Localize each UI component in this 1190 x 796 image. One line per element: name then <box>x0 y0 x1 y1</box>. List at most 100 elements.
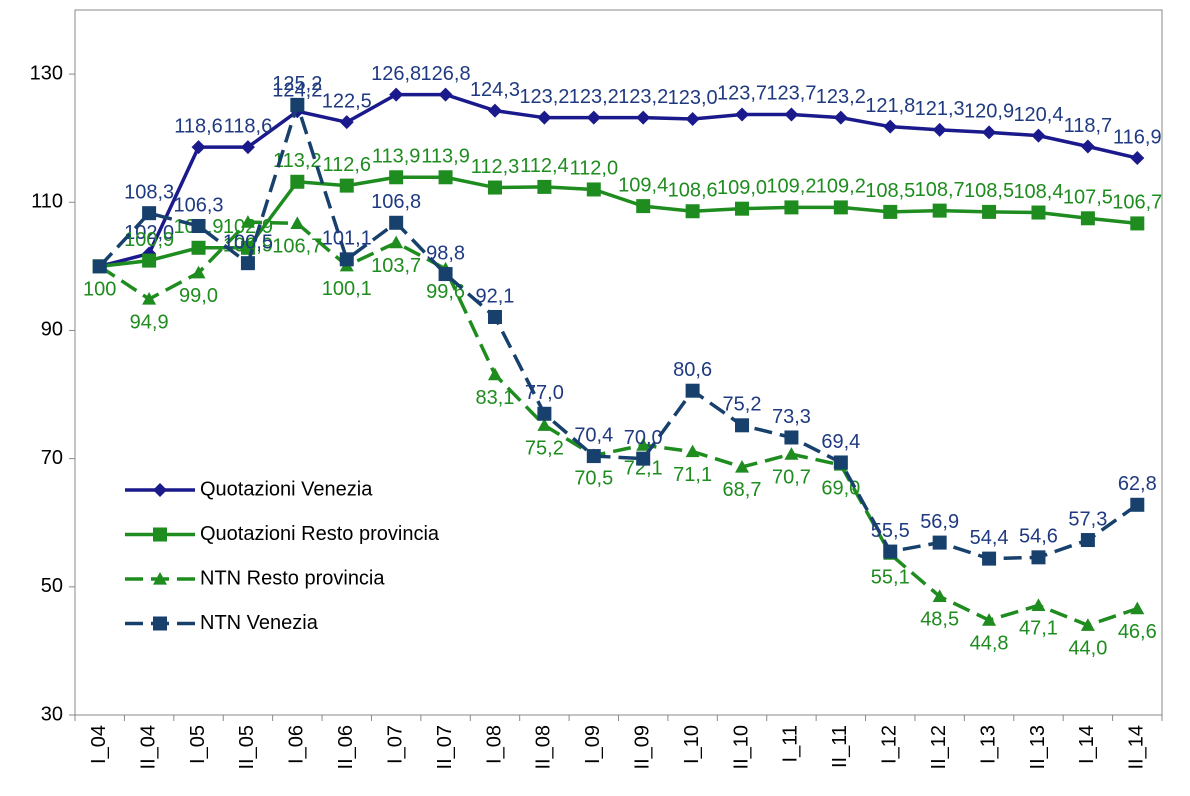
data-point <box>685 111 700 126</box>
x-tick-label: II_14 <box>1126 725 1148 769</box>
x-tick-label: I_07 <box>384 725 406 764</box>
data-point <box>883 544 898 559</box>
data-point <box>438 267 453 282</box>
data-label: 77,0 <box>525 382 564 404</box>
data-point <box>438 87 453 102</box>
data-point <box>92 259 107 274</box>
data-label: 118,7 <box>1064 115 1113 137</box>
data-point <box>1130 151 1145 166</box>
data-label: 100,1 <box>322 278 372 300</box>
data-point <box>1130 216 1145 231</box>
data-point <box>932 203 947 218</box>
data-point <box>883 204 898 219</box>
data-point <box>142 292 157 305</box>
data-label: 69,0 <box>821 477 860 499</box>
data-label: 75,2 <box>723 394 762 416</box>
data-label: 126,8 <box>421 63 471 85</box>
data-label: 123,2 <box>569 86 619 108</box>
legend-marker <box>153 572 167 585</box>
data-label: 120,4 <box>1013 104 1063 126</box>
data-label: 47,1 <box>1019 618 1058 640</box>
data-point <box>982 613 997 626</box>
data-point <box>240 215 255 228</box>
x-tick-label: I_05 <box>187 725 209 764</box>
data-label: 109,4 <box>618 174 668 196</box>
data-label: 123,7 <box>717 83 767 105</box>
data-point <box>537 179 552 194</box>
legend-label: Quotazioni Venezia <box>200 478 373 500</box>
data-label: 83,1 <box>476 387 515 409</box>
data-label: 80,6 <box>673 359 712 381</box>
data-label: 54,6 <box>1019 526 1058 548</box>
data-point <box>290 174 305 189</box>
data-label: 44,0 <box>1068 638 1107 660</box>
data-label: 70,0 <box>624 427 663 449</box>
data-label: 124,3 <box>470 79 520 101</box>
data-label: 121,3 <box>915 98 965 120</box>
data-label: 108,5 <box>865 180 915 202</box>
data-point <box>1130 497 1145 512</box>
legend-marker <box>153 527 167 542</box>
data-label: 121,8 <box>865 95 915 117</box>
data-label: 71,1 <box>673 464 712 486</box>
data-point <box>191 218 206 233</box>
data-point <box>586 182 601 197</box>
data-point <box>142 253 157 268</box>
data-point <box>636 110 651 125</box>
data-label: 123,7 <box>766 83 816 105</box>
x-tick-label: I_14 <box>1076 725 1098 764</box>
legend-marker <box>153 616 167 631</box>
legend-label: NTN Venezia <box>200 612 319 634</box>
data-label: 94,9 <box>130 311 169 333</box>
data-label: 75,2 <box>525 438 564 460</box>
data-label: 122,5 <box>322 90 372 112</box>
data-label: 108,5 <box>964 180 1014 202</box>
data-label: 70,5 <box>574 468 613 490</box>
x-tick-label: I_13 <box>977 725 999 764</box>
data-label: 113,9 <box>421 146 470 168</box>
data-label: 44,8 <box>970 632 1009 654</box>
data-label: 116,9 <box>1113 126 1162 148</box>
data-point <box>833 455 848 470</box>
data-label: 113,2 <box>273 150 322 172</box>
data-label: 108,3 <box>124 181 174 203</box>
data-label: 120,9 <box>964 101 1014 123</box>
legend-label: NTN Resto provincia <box>200 567 385 589</box>
data-label: 99,6 <box>426 281 465 303</box>
x-tick-label: II_10 <box>730 725 752 769</box>
x-tick-label: I_11 <box>780 725 802 762</box>
data-point <box>735 459 750 473</box>
data-point <box>685 204 700 219</box>
data-point <box>735 418 750 433</box>
data-label: 118,6 <box>224 115 273 137</box>
data-point <box>142 206 157 221</box>
data-label: 103,7 <box>371 255 421 277</box>
series-line <box>99 92 1138 269</box>
data-label: 109,0 <box>717 177 767 199</box>
data-point <box>586 110 601 125</box>
data-point <box>389 170 404 185</box>
data-point <box>636 451 651 466</box>
data-point <box>290 216 305 230</box>
data-point <box>537 110 552 125</box>
data-label: 118,6 <box>174 115 223 137</box>
data-label: 68,7 <box>723 479 762 501</box>
x-tick-label: I_09 <box>582 725 604 764</box>
data-point <box>290 97 305 112</box>
y-tick-label: 130 <box>30 62 63 84</box>
data-point <box>487 103 502 118</box>
data-point <box>487 367 502 381</box>
data-point <box>240 140 255 155</box>
data-point <box>784 107 799 122</box>
legend-label: Quotazioni Resto provincia <box>200 523 440 545</box>
data-label: 70,4 <box>574 424 613 446</box>
data-point <box>389 215 404 230</box>
x-tick-label: II_13 <box>1027 725 1049 769</box>
data-label: 109,2 <box>766 176 816 198</box>
data-point <box>833 200 848 215</box>
data-point <box>240 256 255 271</box>
x-tick-label: II_08 <box>533 725 555 769</box>
data-point <box>982 125 997 140</box>
legend-marker <box>153 483 167 497</box>
data-point <box>1031 550 1046 565</box>
